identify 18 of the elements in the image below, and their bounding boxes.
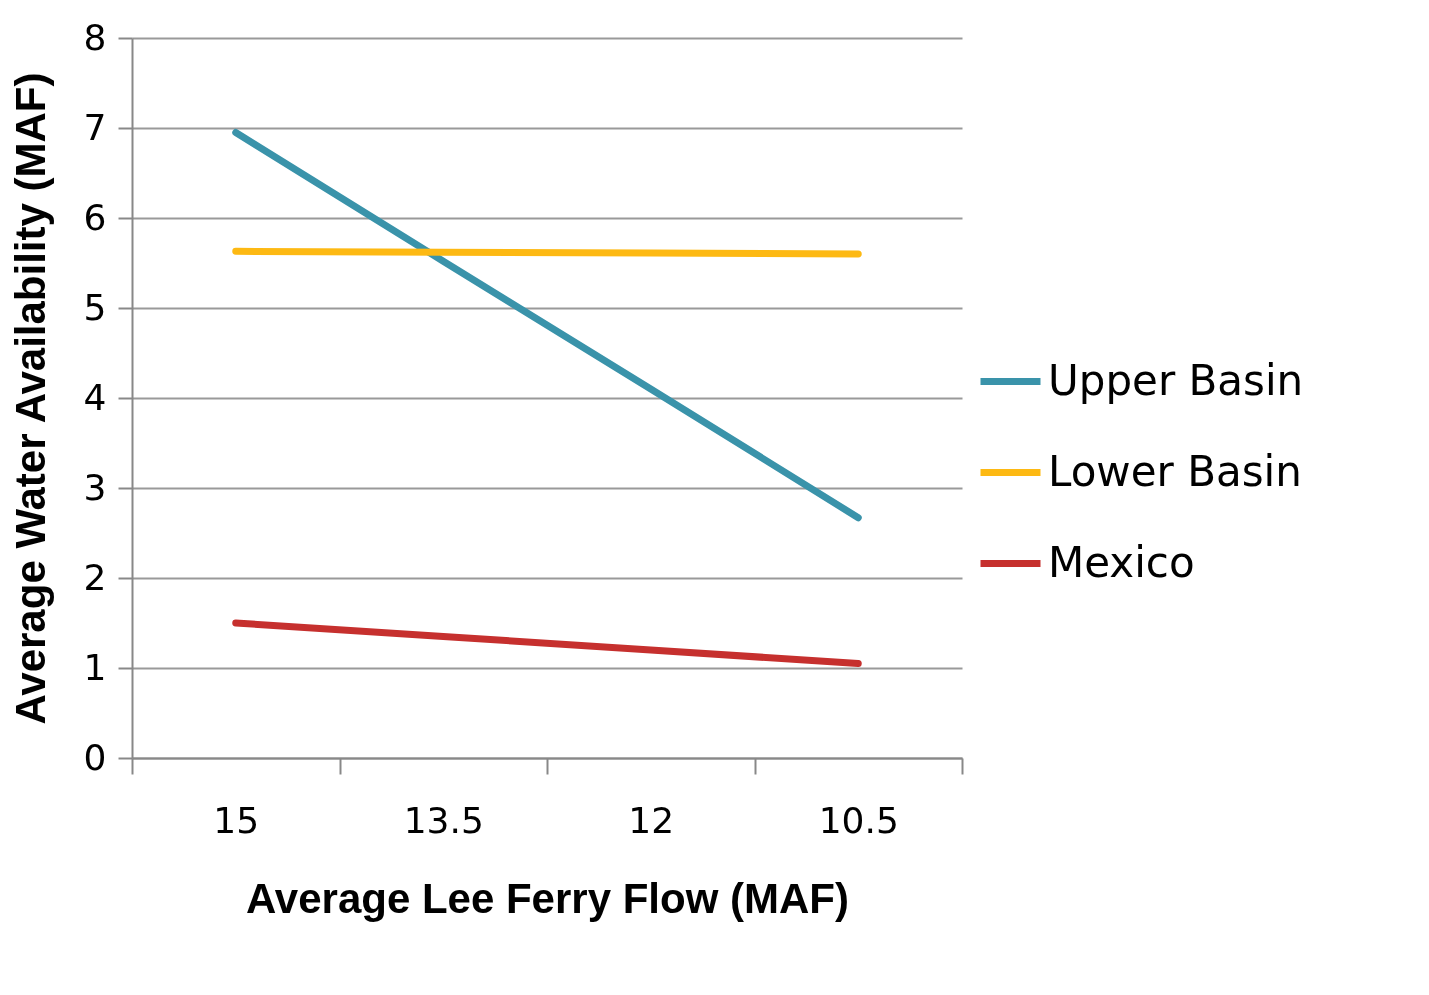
legend-label: Lower Basin <box>1048 446 1302 496</box>
y-tick-label: 4 <box>83 376 107 418</box>
x-tick-label: 13.5 <box>403 799 484 841</box>
x-axis-title: Average Lee Ferry Flow (MAF) <box>246 874 849 922</box>
y-tick-label: 2 <box>83 556 107 598</box>
y-tick-label: 5 <box>83 286 107 328</box>
y-tick-label: 7 <box>83 106 107 148</box>
y-tick-label: 0 <box>83 736 107 778</box>
y-tick-label: 3 <box>83 466 107 508</box>
x-tick-label: 15 <box>213 799 260 841</box>
legend-label: Upper Basin <box>1048 355 1304 405</box>
y-tick-label: 1 <box>83 646 107 688</box>
x-tick-label: 12 <box>628 799 675 841</box>
y-axis-title: Average Water Availability (MAF) <box>6 72 54 725</box>
y-tick-label: 8 <box>83 16 107 58</box>
x-tick-label: 10.5 <box>818 799 899 841</box>
legend-label: Mexico <box>1048 537 1195 587</box>
y-tick-label: 6 <box>83 196 107 238</box>
